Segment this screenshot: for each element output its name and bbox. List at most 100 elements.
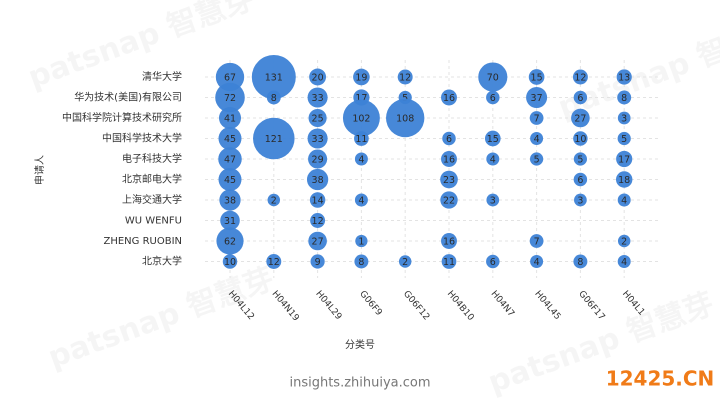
data-label: 131: [265, 73, 283, 84]
bubble: [220, 210, 240, 231]
data-label: 10: [224, 257, 236, 268]
bubble: [486, 254, 500, 269]
data-label: 16: [443, 93, 455, 104]
bubble: [441, 254, 457, 269]
bubble: [398, 255, 412, 268]
bubble: [266, 90, 281, 105]
bubble: [310, 213, 326, 228]
data-label: 8: [577, 257, 583, 268]
data-label: 8: [621, 93, 627, 104]
data-label: 15: [531, 73, 543, 84]
data-label: 45: [224, 175, 236, 186]
data-label: 6: [490, 93, 496, 104]
watermark: patsnap 智慧芽: [554, 11, 720, 125]
data-label: 9: [315, 257, 321, 268]
bubble: [572, 69, 588, 85]
bubble: [440, 170, 458, 189]
bubble: [307, 128, 328, 149]
bubble: [528, 69, 545, 85]
data-label: 38: [312, 175, 324, 186]
bubble: [308, 108, 327, 128]
watermark: patsnap 智慧芽: [44, 261, 279, 375]
x-axis-title: 分类号: [345, 338, 375, 351]
data-label: 108: [396, 114, 414, 125]
x-tick-label: G06F12: [401, 289, 431, 322]
bubble: [529, 152, 544, 166]
data-label: 18: [618, 175, 630, 186]
bubble: [573, 152, 588, 166]
bubble: [218, 106, 242, 130]
data-label: 3: [577, 196, 583, 207]
data-label: 10: [574, 134, 586, 145]
data-label: 5: [577, 155, 583, 166]
source: insights.zhihuiya.com: [289, 376, 430, 391]
data-label: 5: [402, 93, 408, 104]
bubble: [616, 150, 633, 168]
data-label: 7: [534, 114, 540, 125]
bubble: [574, 193, 587, 207]
y-tick-label: 北京邮电大学: [122, 173, 182, 186]
bubble: [308, 149, 328, 169]
bubble: [253, 117, 295, 160]
y-tick-label: WU WENFU: [125, 216, 182, 227]
data-label: 15: [487, 134, 499, 145]
bubble: [530, 132, 544, 145]
bubble: [219, 189, 241, 211]
bubble: [218, 127, 242, 150]
data-label: 2: [402, 257, 408, 268]
bubble: [306, 168, 329, 191]
y-tick-label: 清华大学: [142, 70, 182, 83]
y-tick-label: ZHENG RUOBIN: [103, 236, 182, 247]
bubble: [617, 234, 631, 248]
bubble: [486, 90, 500, 105]
bubble: [530, 255, 544, 268]
bubble: [529, 111, 544, 125]
bubble: [355, 234, 368, 248]
data-label: 37: [531, 93, 543, 104]
data-label: 7: [534, 237, 540, 248]
data-label: 1: [358, 237, 364, 248]
bubble: [616, 69, 632, 85]
data-label: 6: [577, 175, 583, 186]
bubble: [617, 90, 632, 105]
data-label: 4: [358, 155, 364, 166]
data-label: 11: [443, 257, 455, 268]
data-label: 4: [621, 196, 627, 207]
bubble: [216, 227, 244, 255]
data-label: 38: [224, 196, 236, 207]
bubble: [353, 68, 370, 86]
data-label: 20: [312, 73, 324, 84]
y-tick-label: 中国科学技术大学: [102, 132, 182, 145]
data-label: 4: [358, 196, 364, 207]
bubble: [441, 151, 457, 167]
data-label: 121: [265, 134, 283, 145]
data-label: 5: [621, 134, 627, 145]
data-label: 16: [443, 237, 455, 248]
data-label: 62: [224, 237, 236, 248]
data-label: 17: [618, 155, 630, 166]
x-tick-label: H04N7: [489, 289, 516, 319]
bubble: [617, 131, 631, 146]
bubble: [308, 231, 327, 251]
data-label: 27: [574, 114, 586, 125]
data-label: 12: [268, 257, 280, 268]
data-label: 4: [621, 257, 627, 268]
data-label: 70: [487, 73, 499, 84]
bubble: [342, 99, 380, 137]
bubble: [354, 254, 369, 269]
bubble: [442, 131, 456, 146]
data-label: 6: [577, 93, 583, 104]
bubble: [222, 254, 238, 269]
data-label: 67: [224, 73, 236, 84]
y-axis-title: 申请人: [33, 155, 46, 185]
data-label: 6: [490, 257, 496, 268]
bubble: [616, 171, 633, 188]
bubble: [529, 234, 544, 248]
bubble: [354, 193, 368, 207]
data-label: 12: [399, 73, 411, 84]
data-label: 31: [224, 216, 236, 227]
data-label: 4: [490, 155, 496, 166]
bubble: [441, 233, 457, 249]
bubble: [310, 254, 325, 269]
data-label: 2: [271, 196, 277, 207]
